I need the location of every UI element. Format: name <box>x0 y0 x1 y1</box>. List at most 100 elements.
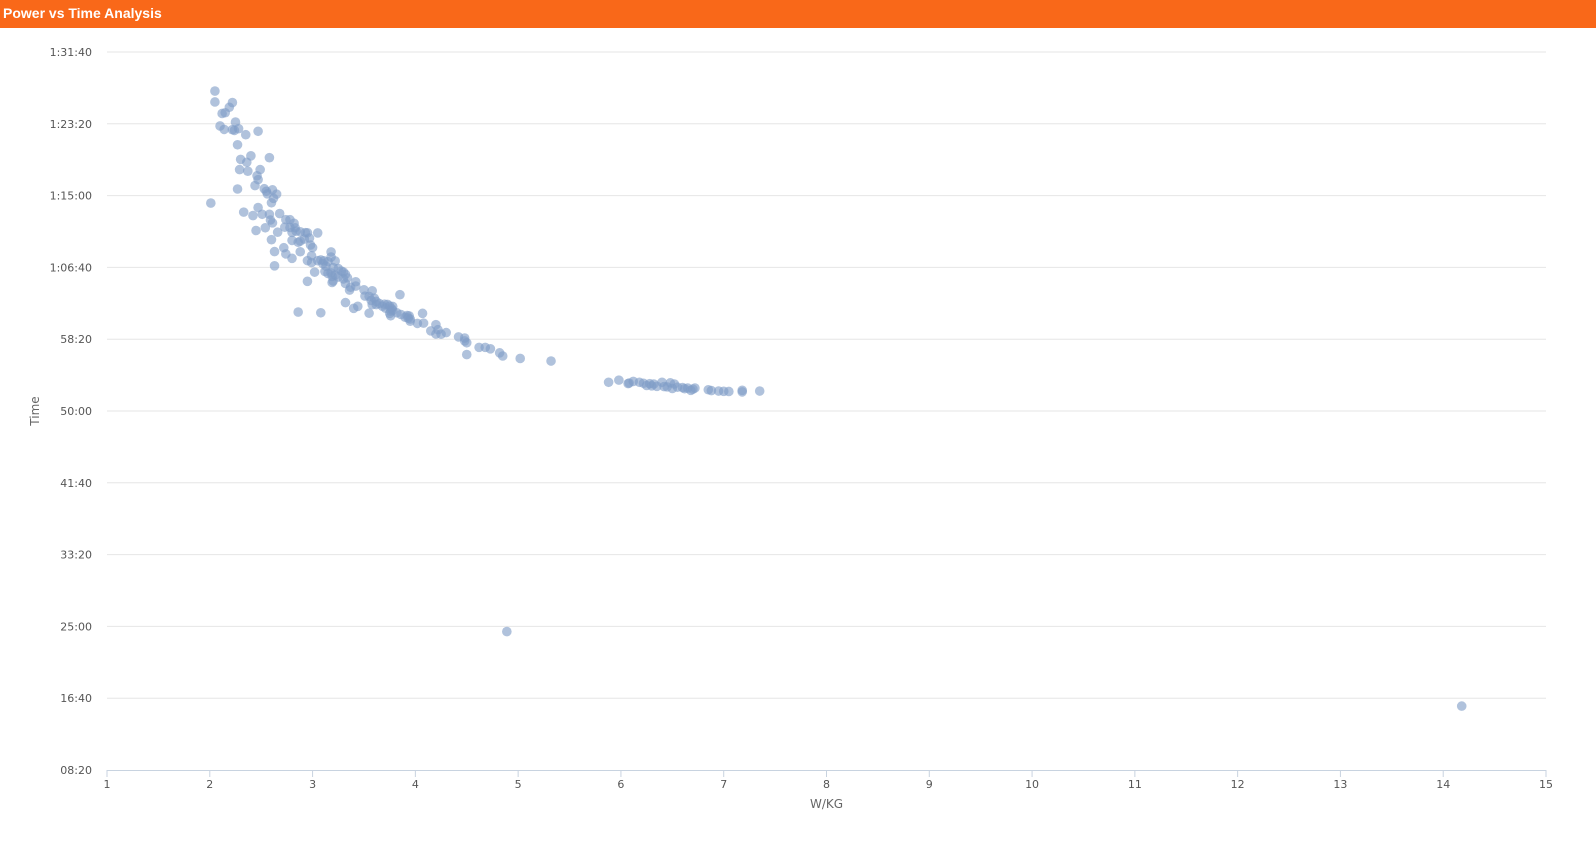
data-point[interactable] <box>417 308 428 319</box>
gridlines <box>107 51 1546 699</box>
y-tick-label: 1:31:40 <box>50 46 92 59</box>
data-point[interactable] <box>312 228 323 238</box>
data-point[interactable] <box>686 385 696 396</box>
data-point[interactable] <box>667 383 678 394</box>
data-point[interactable] <box>269 261 280 271</box>
data-point[interactable] <box>364 308 374 319</box>
data-point[interactable] <box>327 277 337 288</box>
data-point[interactable] <box>219 124 229 135</box>
data-point[interactable] <box>395 289 405 300</box>
data-point[interactable] <box>264 152 275 163</box>
data-point[interactable] <box>302 276 313 287</box>
data-point[interactable] <box>266 234 277 245</box>
data-point[interactable] <box>260 222 271 233</box>
y-axis: 08:20 16:40 25:00 33:20 41:40 50:00 58:20 1:06:… <box>50 46 92 777</box>
data-point[interactable] <box>706 385 717 396</box>
y-tick-label: 58:20 <box>60 333 92 346</box>
data-point[interactable] <box>293 237 303 248</box>
data-point[interactable] <box>348 303 359 314</box>
data-point[interactable] <box>272 227 283 238</box>
data-point[interactable] <box>287 253 297 264</box>
x-tick-label: 11 <box>1128 778 1142 791</box>
data-point[interactable] <box>461 349 472 360</box>
x-tick-label: 13 <box>1333 778 1347 791</box>
data-point[interactable] <box>309 267 320 277</box>
data-point[interactable] <box>485 344 496 354</box>
data-point[interactable] <box>253 126 263 137</box>
data-point[interactable] <box>405 316 416 327</box>
data-point[interactable] <box>206 198 216 208</box>
data-point[interactable] <box>724 386 734 397</box>
x-tick-label: 9 <box>926 778 933 791</box>
x-tick-label: 7 <box>720 778 727 791</box>
data-point[interactable] <box>344 285 355 295</box>
data-point[interactable] <box>257 209 268 220</box>
data-point[interactable] <box>306 257 317 268</box>
data-point[interactable] <box>238 207 249 217</box>
data-point[interactable] <box>315 307 326 318</box>
data-point[interactable] <box>287 227 297 238</box>
data-point[interactable] <box>269 246 280 257</box>
panel-title: Power vs Time Analysis <box>3 5 162 21</box>
data-point[interactable] <box>267 218 278 228</box>
data-point[interactable] <box>461 337 472 348</box>
data-point[interactable] <box>624 378 634 388</box>
data-point[interactable] <box>418 318 429 328</box>
y-axis-label: Time <box>28 396 42 426</box>
y-tick-label: 50:00 <box>60 405 92 418</box>
y-tick-label: 1:06:40 <box>50 261 92 274</box>
x-tick-label: 5 <box>515 778 522 791</box>
data-point[interactable] <box>502 626 512 637</box>
data-point[interactable] <box>295 246 306 257</box>
data-point[interactable] <box>515 353 525 364</box>
data-point[interactable] <box>436 329 446 339</box>
x-tick-label: 2 <box>206 778 213 791</box>
x-tick-label: 15 <box>1539 778 1553 791</box>
y-tick-label: 25:00 <box>60 620 92 633</box>
data-point[interactable] <box>229 125 240 136</box>
data-point[interactable] <box>367 299 377 310</box>
x-axis-label: W/KG <box>810 797 843 811</box>
data-point[interactable] <box>251 225 261 236</box>
x-tick-label: 8 <box>823 778 830 791</box>
data-point[interactable] <box>241 157 252 168</box>
y-tick-label: 1:23:20 <box>50 118 92 131</box>
data-point[interactable] <box>266 197 277 208</box>
data-point[interactable] <box>274 208 285 219</box>
data-points <box>206 86 1467 711</box>
data-point[interactable] <box>737 387 748 397</box>
x-tick-label: 4 <box>412 778 419 791</box>
data-point[interactable] <box>240 129 251 140</box>
data-point[interactable] <box>652 381 662 392</box>
data-point[interactable] <box>603 377 614 388</box>
data-point[interactable] <box>614 375 624 385</box>
y-tick-label: 16:40 <box>60 692 92 705</box>
y-tick-label: 33:20 <box>60 549 92 562</box>
x-tick-label: 6 <box>617 778 624 791</box>
x-tick-label: 12 <box>1231 778 1245 791</box>
data-point[interactable] <box>234 164 245 175</box>
data-point[interactable] <box>385 310 396 321</box>
data-point[interactable] <box>754 386 765 396</box>
scatter-chart: 08:20 16:40 25:00 33:20 41:40 50:00 58:20 1:06:… <box>28 46 1553 811</box>
data-point[interactable] <box>307 242 318 253</box>
data-point[interactable] <box>217 108 227 119</box>
y-tick-label: 08:20 <box>60 764 92 777</box>
x-tick-label: 14 <box>1436 778 1450 791</box>
data-point[interactable] <box>248 210 258 221</box>
data-point[interactable] <box>250 180 260 191</box>
data-point[interactable] <box>232 184 243 194</box>
data-point[interactable] <box>210 86 220 96</box>
panel-header: Power vs Time Analysis <box>0 0 1596 28</box>
data-point[interactable] <box>210 97 220 107</box>
data-point[interactable] <box>546 356 556 366</box>
x-tick-label: 10 <box>1025 778 1039 791</box>
y-tick-label: 41:40 <box>60 477 92 490</box>
y-tick-label: 1:15:00 <box>50 190 92 203</box>
data-point[interactable] <box>1456 701 1467 711</box>
data-point[interactable] <box>497 351 508 361</box>
data-point[interactable] <box>293 307 303 317</box>
data-point[interactable] <box>340 297 351 308</box>
data-point[interactable] <box>232 139 243 150</box>
data-point[interactable] <box>243 166 253 176</box>
